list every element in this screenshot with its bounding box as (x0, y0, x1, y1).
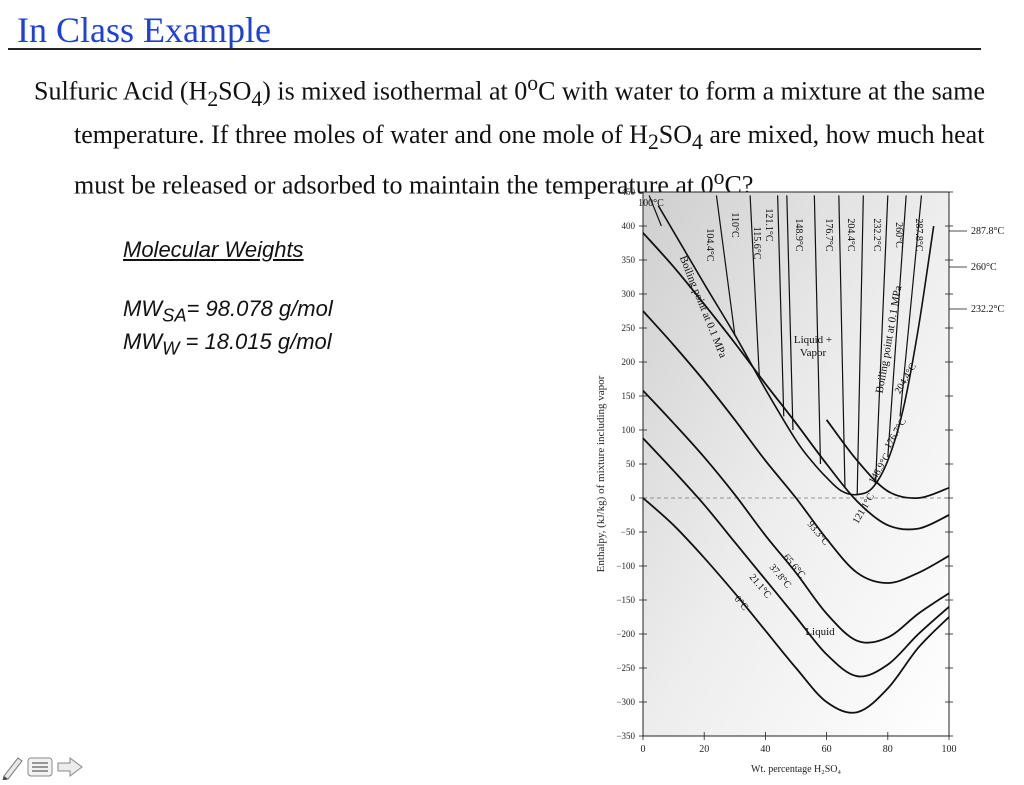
mw-sub: SA (162, 304, 187, 326)
y-tick-label: 250 (622, 323, 636, 333)
x-tick-label: 0 (641, 744, 646, 755)
y-tick-label: −250 (616, 663, 635, 673)
vapor-line-label: 104.4°C (704, 228, 715, 261)
vapor-line-label: 260°C (893, 222, 904, 248)
x-tick-label: 80 (883, 744, 893, 755)
subscript: 4 (251, 86, 263, 111)
isotherm-line (642, 310, 950, 584)
y-tick-label: −100 (616, 561, 635, 571)
right-temperature-label: 287.8°C (971, 226, 1004, 237)
vapor-line-label: 148.9°C (793, 218, 804, 251)
region-label-liquid: Liquid (805, 626, 835, 638)
y-tick-label: −50 (621, 527, 636, 537)
mw-sulfuric-acid: MWSA= 98.078 g/mol (123, 295, 333, 328)
y-axis-label: Enthalpy, (kJ/kg) of mixture including v… (595, 375, 607, 572)
mw-value: = 98.078 g/mol (186, 296, 333, 321)
y-tick-label: −150 (616, 595, 635, 605)
y-tick-label: −300 (616, 697, 635, 707)
plot-background (642, 191, 950, 737)
problem-text: SO (658, 119, 693, 149)
vapor-isotherm-line (899, 195, 923, 417)
problem-text: SO (218, 76, 252, 106)
mw-label: MW (123, 329, 163, 355)
y-tick-label: 350 (622, 255, 636, 265)
y-tick-label: −200 (616, 629, 635, 639)
isotherm-line (642, 497, 950, 714)
slide-title: In Class Example (17, 10, 271, 50)
vapor-isotherm-line (777, 195, 785, 417)
right-temperature-label: 232.2°C (971, 304, 1004, 315)
vapor-isotherm-line (838, 195, 846, 488)
vapor-isotherm-line (813, 195, 822, 465)
vapor-isotherm-line (786, 195, 794, 431)
menu-icon[interactable] (27, 757, 53, 777)
vapor-isotherm-line (887, 195, 907, 458)
molecular-weights: Molecular Weights MWSA= 98.078 g/mol MWW… (123, 236, 333, 362)
vapor-isotherm-line (856, 195, 864, 495)
mw-label: MW (123, 296, 163, 321)
vapor-isotherm-line (749, 195, 760, 376)
vapor-isotherm-line (648, 195, 662, 227)
molecular-weights-heading: Molecular Weights (123, 237, 304, 262)
x-axis-label: Wt. percentage H₂SO₄ (751, 764, 842, 775)
x-tick-label: 20 (699, 744, 709, 755)
vapor-line-label: 287.8°C (913, 218, 924, 251)
x-tick-label: 40 (760, 744, 770, 755)
y-tick-label: 100 (622, 425, 636, 435)
vapor-line-label: 100°C (638, 198, 664, 209)
problem-statement: Sulfuric Acid (H2SO4) is mixed isotherma… (34, 66, 994, 203)
problem-text: are mixed, how much heat must be release… (74, 119, 985, 200)
isotherm-line (642, 232, 950, 531)
mw-sub: W (162, 337, 180, 359)
vapor-line-label: 115.6°C (751, 227, 762, 260)
next-arrow-icon[interactable] (57, 757, 83, 777)
x-tick-label: 60 (822, 744, 832, 755)
y-tick-label: 300 (622, 289, 636, 299)
x-tick-label: 100 (942, 744, 957, 755)
y-tick-label: 50 (626, 459, 636, 469)
title-underline (8, 48, 981, 50)
problem-text: ) is mixed isothermal at 0 (262, 76, 528, 106)
boiling-point-curve (657, 205, 935, 496)
problem-text: Sulfuric Acid (H (34, 76, 208, 106)
vapor-line-label: 110°C (729, 212, 740, 238)
isotherm-line (642, 437, 950, 678)
vapor-isotherm-line (715, 195, 736, 335)
y-tick-label: 200 (622, 357, 636, 367)
problem-text: C with water to form a mixture at the sa… (74, 76, 985, 149)
region-label-liquid-vapor: Vapor (800, 347, 827, 359)
vapor-isotherm-line (874, 195, 889, 485)
isotherm-line (642, 389, 950, 644)
region-label-liquid-vapor: Liquid + (794, 334, 832, 346)
enthalpy-concentration-chart: 450400350300250200150100500−50−100−150−2… (595, 187, 1004, 775)
subscript: 4 (692, 130, 703, 155)
mw-value: = 18.015 g/mol (179, 329, 332, 355)
y-tick-label: 0 (631, 493, 636, 503)
right-temperature-label: 260°C (971, 262, 997, 273)
y-tick-label: −350 (616, 731, 635, 741)
y-tick-label: 400 (622, 221, 636, 231)
superscript: o (527, 71, 539, 95)
mw-water: MWW = 18.015 g/mol (123, 328, 333, 361)
vapor-line-label: 121.1°C (763, 208, 774, 241)
y-tick-label: 450 (622, 187, 636, 197)
pencil-icon[interactable] (2, 757, 23, 780)
superscript: o (713, 165, 725, 190)
y-tick-label: 150 (622, 391, 636, 401)
isotherm-line (825, 419, 950, 500)
subscript: 2 (207, 86, 219, 111)
slide-nav (2, 757, 83, 780)
vapor-line-label: 176.7°C (823, 218, 834, 251)
vapor-line-label: 232.2°C (871, 218, 882, 251)
vapor-line-label: 204.4°C (845, 218, 856, 251)
subscript: 2 (647, 130, 659, 155)
